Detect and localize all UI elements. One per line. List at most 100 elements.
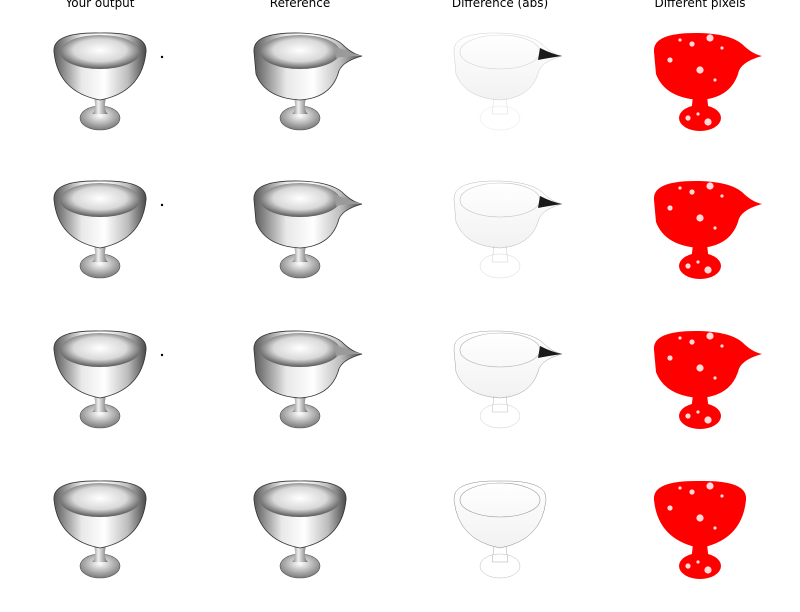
diff-bowl [453,180,563,249]
cup-stem [292,546,308,562]
cup-spout [334,194,362,206]
diff-pixels-speckle [706,182,714,190]
cup-interior [260,183,340,217]
output-image [53,180,164,279]
diff-pixels-speckle [720,46,724,50]
cup-interior [260,35,340,69]
diff-bowl [453,32,563,101]
diff-pixels-speckle [685,413,691,419]
diff-pixels-speckle [704,118,712,126]
diff-spout [538,346,562,358]
diff-base [479,403,521,429]
diff-pixels-base [679,105,721,131]
diff-pixels-speckle [696,514,704,522]
diff-pixels-speckle [685,263,691,269]
cup-interior [60,183,140,217]
diff-stem [491,545,509,563]
cup-interior [60,35,140,69]
diff-pixels-speckle [704,266,712,274]
diff-pixels-speckle [678,336,682,340]
cup-spout [334,344,362,356]
difference-image [453,330,563,429]
stray-pixel [160,203,164,207]
diff-pixels-speckle [713,376,717,380]
different-pixels-image [653,180,762,279]
difference-image [453,480,547,579]
different-pixels-image [653,32,762,131]
cup-interior [60,483,140,517]
diff-pixels-speckle [696,66,704,74]
diff-spout [538,196,562,208]
diff-pixels-speckle [667,57,673,63]
reference-image [253,32,363,131]
diff-stem [491,245,509,263]
stray-pixel [160,55,164,59]
diff-pixels-speckle [685,563,691,569]
cup-stem [92,246,108,262]
diff-pixels-bowl [653,180,762,248]
output-image [53,480,147,579]
diff-base [479,253,521,279]
comparison-row [53,330,762,429]
cup-stem [92,98,108,114]
diff-pixels-speckle [667,355,673,361]
diff-stem [491,97,509,115]
column-title-reference: Reference [269,0,331,10]
cup-spout [334,46,362,58]
diff-pixels-speckle [678,486,682,490]
diff-spout [538,48,562,60]
cup-stem [292,396,308,412]
diff-pixels-base [679,253,721,279]
diff-pixels-bowl [653,330,762,398]
diff-base [479,105,521,131]
diff-pixels-speckle [689,339,695,345]
diff-pixels-speckle [720,194,724,198]
difference-image [453,180,563,279]
comparison-row [53,32,762,131]
diff-pixels-speckle [706,34,714,42]
comparison-row [53,180,762,279]
diff-pixels-speckle [713,78,717,82]
diff-pixels-base [679,553,721,579]
column-title-output: Your output [65,0,135,10]
output-image [53,330,164,429]
stray-pixel [160,353,164,357]
cup-interior [260,333,340,367]
diff-pixels-speckle [689,41,695,47]
diff-bowl [453,330,563,399]
diff-bowl [453,480,547,549]
diff-pixels-speckle [689,489,695,495]
diff-pixels-speckle [696,112,700,116]
diff-pixels-speckle [696,364,704,372]
diff-pixels-speckle [713,226,717,230]
column-title-different-pixels: Different pixels [654,0,746,10]
diff-pixels-speckle [696,214,704,222]
diff-pixels-speckle [696,410,700,414]
column-title-difference: Difference (abs) [451,0,549,10]
diff-pixels-speckle [704,416,712,424]
comparison-row [53,480,747,579]
reference-image [253,180,363,279]
cup-stem [92,396,108,412]
diff-interior [459,482,541,518]
diff-pixels-speckle [704,566,712,574]
cup-interior [260,483,340,517]
diff-stem [491,395,509,413]
diff-pixels-speckle [696,560,700,564]
difference-image [453,32,563,131]
diff-pixels-speckle [667,505,673,511]
diff-pixels-base [679,403,721,429]
diff-base [479,553,521,579]
reference-image [253,480,347,579]
different-pixels-image [653,480,747,579]
reference-image [253,330,363,429]
cup-stem [292,98,308,114]
diff-pixels-speckle [689,189,695,195]
cup-interior [60,333,140,367]
diff-pixels-speckle [720,344,724,348]
diff-pixels-bowl [653,32,762,101]
different-pixels-image [653,330,762,429]
diff-pixels-speckle [696,260,700,264]
cup-stem [92,546,108,562]
